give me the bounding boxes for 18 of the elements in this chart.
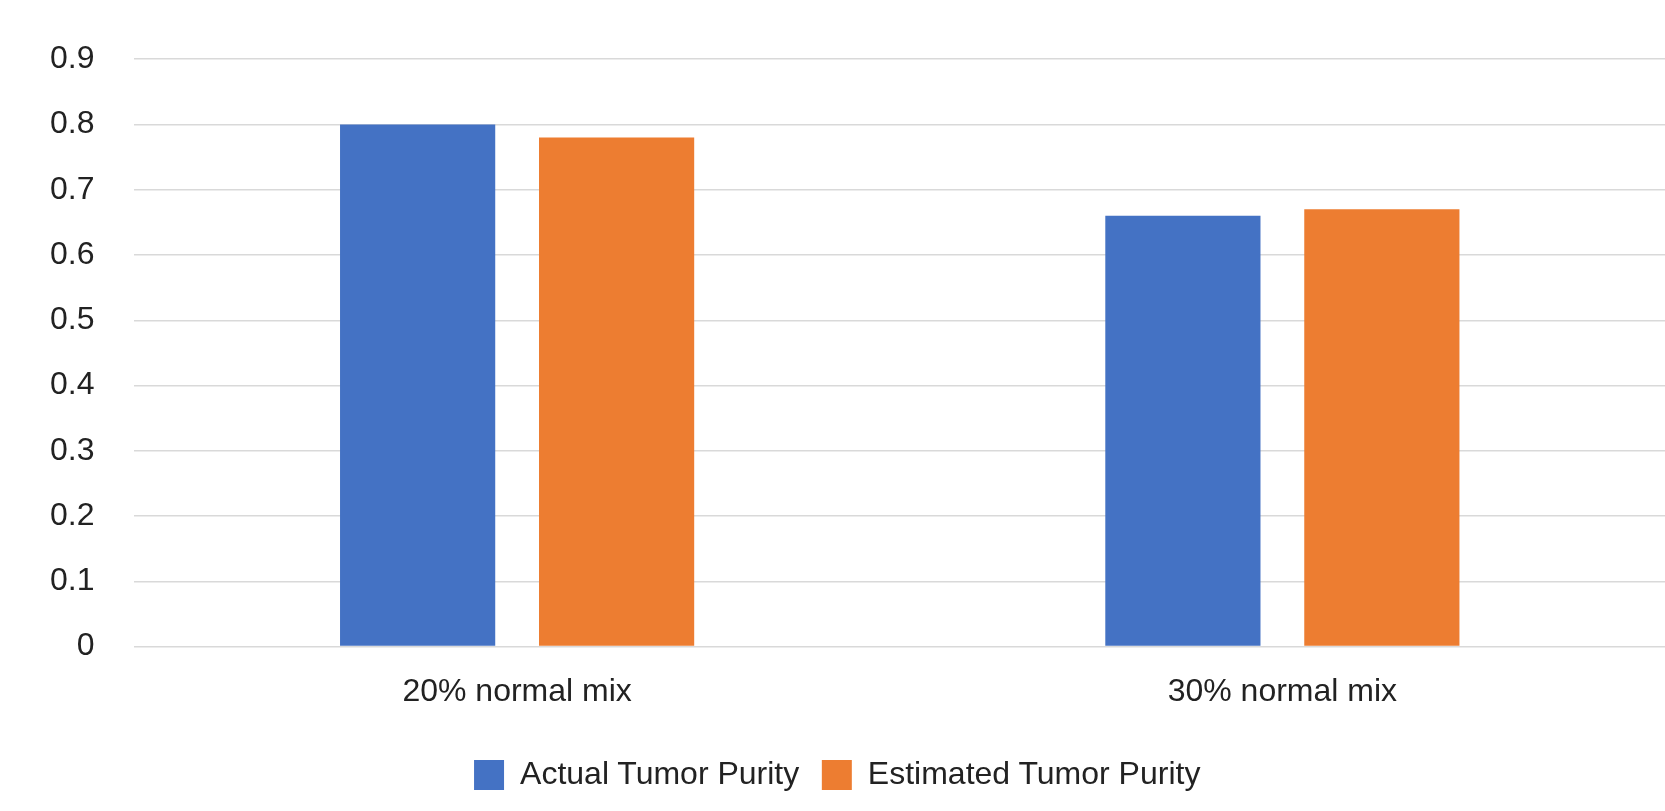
y-tick-label: 0.5: [50, 300, 95, 337]
y-tick-label: 0: [76, 626, 95, 663]
x-tick-label: 30% normal mix: [1167, 671, 1398, 708]
y-tick-label: 0.2: [50, 495, 95, 532]
y-tick-label: 0.7: [50, 169, 95, 206]
bar: [539, 137, 695, 646]
y-tick-label: 0.8: [50, 104, 95, 141]
y-tick-label: 0.6: [50, 234, 95, 271]
y-tick-label: 0.3: [50, 430, 95, 467]
legend-label: Actual Tumor Purity: [520, 754, 800, 791]
bar: [1105, 215, 1261, 646]
bar: [340, 124, 496, 646]
y-tick-label: 0.1: [50, 561, 95, 598]
legend-label: Estimated Tumor Purity: [867, 754, 1201, 791]
bar: [1304, 209, 1460, 646]
y-tick-label: 0.4: [50, 365, 95, 402]
x-tick-label: 20% normal mix: [402, 671, 632, 708]
y-tick-label: 0.9: [50, 39, 95, 76]
